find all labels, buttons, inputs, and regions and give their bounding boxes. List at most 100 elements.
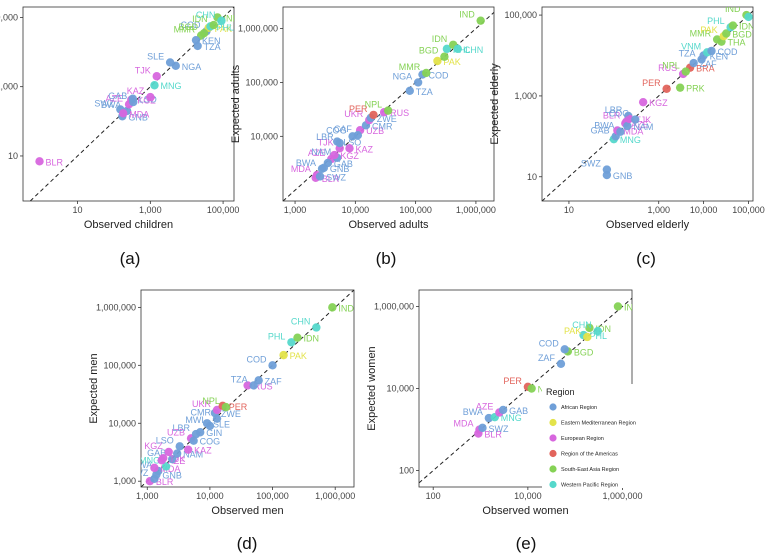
point-label-npl: NPL	[365, 100, 383, 110]
point-label-lbr: LBR	[316, 132, 334, 142]
legend-swatch	[549, 449, 557, 458]
point-label-blr: BLR	[46, 157, 64, 167]
point-label-rus: RUS	[254, 381, 273, 391]
point-label-swz: SWZ	[326, 172, 346, 182]
point-gab	[323, 158, 333, 168]
y-tick-label: 10,000	[250, 131, 278, 141]
y-axis-label: Expected men	[88, 353, 100, 423]
point-lbr	[335, 138, 344, 148]
point-rus	[243, 381, 252, 390]
point-label-gnb: GNB	[330, 164, 350, 174]
legend-swatch	[549, 434, 557, 442]
point-sle	[165, 58, 175, 67]
x-tick-label: 100	[426, 491, 441, 501]
point-label-idn: IDN	[192, 14, 208, 24]
point-label-ind: IND	[624, 302, 640, 312]
point-label-pak: PAK	[290, 351, 307, 361]
legend-swatch	[549, 480, 557, 489]
point-label-gin: GIN	[206, 428, 222, 438]
point-zaf	[556, 359, 566, 368]
point-phl	[442, 44, 452, 54]
point-kaz	[345, 144, 354, 153]
point-swz	[315, 172, 325, 181]
point-label-blr: BLR	[156, 477, 174, 487]
legend-label: South-East Asia Region	[561, 467, 619, 473]
point-label-npl: NPL	[662, 61, 680, 71]
point-label-pak: PAK	[700, 25, 717, 35]
point-idn	[585, 323, 594, 333]
point-npl	[527, 384, 536, 393]
y-tick-label: 1,000	[113, 476, 136, 486]
point-mng	[150, 81, 159, 90]
point-label-tza: TZA	[204, 42, 221, 52]
point-label-swz: SWZ	[94, 98, 114, 108]
point-mmr	[422, 68, 431, 78]
legend-label: Western Pacific Region	[561, 483, 618, 489]
point-tza	[405, 86, 414, 95]
point-swz	[478, 423, 487, 433]
point-label-kgz: KGZ	[340, 151, 359, 161]
point-label-lbr: LBR	[605, 105, 623, 115]
legend-label: Eastern Mediterranean Region	[561, 421, 636, 427]
point-label-tjk: TJK	[135, 65, 151, 75]
y-tick-label: 100,000	[245, 77, 278, 87]
y-tick-label: 100,000	[103, 360, 136, 370]
point-label-tjk: TJK	[635, 115, 651, 125]
x-tick-label: 10,000	[196, 491, 224, 501]
point-lso	[128, 94, 138, 103]
point-label-kgz: KGZ	[137, 96, 156, 106]
point-label-gab: GAB	[334, 159, 353, 169]
y-axis-label: Expected women	[366, 346, 378, 430]
point-label-zwe: ZWE	[221, 409, 241, 419]
point-label-bwa: BWA	[132, 460, 152, 470]
y-tick-label: 1,000,000	[374, 301, 414, 311]
panel-caption: (b)	[376, 249, 397, 268]
point-label-bwa: BWA	[101, 100, 121, 110]
point-label-pak: PAK	[443, 57, 460, 67]
point-label-cod: COD	[247, 354, 268, 364]
point-zaf	[254, 376, 263, 385]
point-bgd	[440, 52, 449, 61]
point-label-swz: SWZ	[581, 159, 601, 169]
point-idn	[293, 333, 302, 342]
point-label-gnb: GNB	[128, 112, 148, 122]
point-label-nam: NAM	[183, 450, 203, 460]
legend-label: European Region	[561, 436, 604, 442]
point-label-kaz: KAZ	[194, 446, 212, 456]
point-label-aze: AZE	[106, 93, 124, 103]
point-label-phl: PHL	[268, 331, 286, 341]
point-mng	[161, 462, 171, 471]
point-label-bwa: BWA	[296, 158, 316, 168]
point-kgz	[330, 150, 339, 160]
x-tick-label: 10,000	[690, 205, 718, 215]
point-per	[662, 84, 671, 93]
point-label-zaf: ZAF	[265, 376, 283, 386]
panel-d: 1,000 10,000 100,000 1,000,000 1,000 10,000 10…	[88, 289, 355, 553]
point-cod	[268, 361, 277, 370]
x-tick-label: 100,000	[732, 205, 765, 215]
point-label-ken: KEN	[710, 52, 729, 62]
point-zaf	[689, 58, 698, 68]
point-label-sle: SLE	[213, 419, 230, 429]
point-ind	[328, 303, 337, 312]
point-label-cod: COD	[539, 338, 560, 348]
y-axis-label: Expected elderly	[489, 63, 501, 145]
y-tick-label: 100,000	[0, 12, 18, 22]
point-label-ken: KEN	[202, 36, 221, 46]
point-ken	[191, 35, 201, 45]
legend-label: African Region	[561, 405, 597, 411]
point-label-chn: CHN	[464, 45, 484, 55]
point-tjk	[152, 72, 161, 81]
point-label-caf: CAF	[334, 124, 353, 134]
point-mda	[150, 463, 159, 473]
point-cog	[189, 436, 198, 445]
point-ind	[613, 302, 623, 311]
x-tick-label: 100,000	[256, 491, 289, 501]
point-label-bwa: BWA	[594, 121, 614, 131]
point-label-pak: PAK	[215, 24, 232, 34]
point-label-zaf: ZAF	[700, 59, 718, 69]
legend-box	[542, 384, 634, 488]
point-pak	[433, 56, 442, 66]
point-label-mmr: MMR	[174, 25, 196, 35]
point-label-mmr: MMR	[399, 62, 421, 72]
